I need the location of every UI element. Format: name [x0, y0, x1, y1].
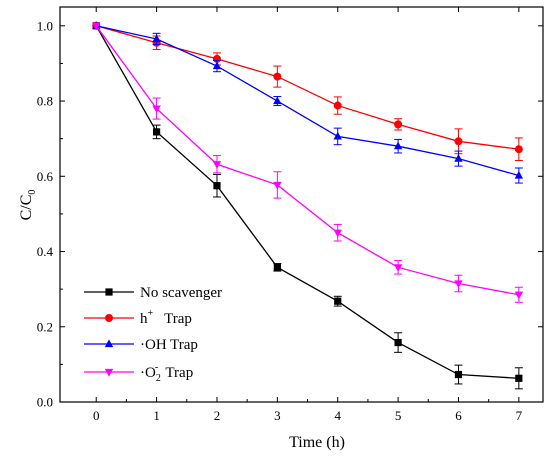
- legend-marker: [105, 314, 113, 322]
- y-tick-label: 1.0: [37, 18, 53, 33]
- plot-frame: [59, 6, 544, 403]
- plot-area: [59, 6, 544, 403]
- data-point-none: [394, 338, 402, 347]
- data-point-none: [213, 182, 221, 190]
- data-point-none: [273, 263, 281, 271]
- data-point-h: [394, 120, 403, 129]
- legend-label-suffix: Trap: [158, 365, 193, 381]
- y-tick-label: 0.6: [37, 169, 54, 184]
- series-oh: [92, 21, 524, 184]
- data-point-o2: [393, 264, 403, 272]
- y-tick-label: 0.2: [37, 319, 53, 334]
- data-point-h: [273, 72, 282, 81]
- series-layer: [92, 21, 524, 390]
- data-point-oh: [393, 141, 403, 150]
- x-axis-label: Time (h): [289, 434, 345, 451]
- axis-ticks: 0 1 2 3 4 5 6 7 0.0 0.2 0.4 0.6 0.8 1.0: [37, 7, 543, 423]
- legend-marker: [104, 339, 114, 348]
- data-point-none: [454, 370, 463, 379]
- legend-label-text: ·O: [140, 365, 156, 381]
- data-point-o2: [152, 105, 161, 114]
- y-tick-label: 0.4: [37, 244, 54, 259]
- data-point-h: [333, 101, 342, 110]
- legend-label-sub: 2: [156, 373, 161, 384]
- data-point-o2: [333, 229, 342, 238]
- legend-label-sup: -: [155, 362, 158, 373]
- legend-marker: [105, 288, 113, 296]
- x-tick-label: 6: [455, 408, 462, 423]
- x-tick-label: 7: [516, 408, 523, 423]
- series-line-none: [95, 25, 519, 379]
- data-point-oh: [454, 154, 463, 162]
- data-point-oh: [152, 34, 161, 43]
- legend-item-oh: ·OH Trap: [84, 337, 198, 353]
- legend-label-sup: +: [148, 308, 154, 319]
- data-point-o2: [514, 291, 524, 300]
- data-point-oh: [514, 170, 524, 179]
- x-tick-label: 2: [214, 408, 221, 423]
- legend-item-h: h+ Trap: [84, 308, 192, 327]
- series-line-h: [96, 25, 519, 150]
- data-point-oh: [212, 61, 222, 70]
- y-tick-label: 0.8: [37, 94, 53, 109]
- data-point-o2: [212, 161, 222, 169]
- legend-item-none: No scavenger: [84, 285, 222, 301]
- series-line-oh: [96, 25, 520, 177]
- data-point-oh: [273, 96, 282, 105]
- legend-item-o2: ·O2- Trap: [84, 362, 193, 384]
- x-tick-label: 5: [395, 408, 402, 423]
- legend-marker: [104, 368, 114, 377]
- legend-label-h: h+ Trap: [140, 308, 192, 327]
- series-line-o2: [95, 25, 519, 296]
- data-point-h: [514, 145, 523, 154]
- data-point-o2: [92, 22, 101, 31]
- legend-label-text: No scavenger: [140, 285, 222, 301]
- y-tick-label: 0.0: [37, 395, 53, 410]
- x-tick-label: 1: [153, 408, 160, 423]
- legend-label-oh: ·OH Trap: [140, 337, 198, 353]
- legend-label-text: h: [140, 311, 148, 327]
- legend-label-suffix: Trap: [153, 311, 192, 327]
- data-point-none: [515, 374, 523, 382]
- data-point-oh: [333, 131, 342, 140]
- y-axis-label-main: C/C: [18, 195, 35, 221]
- legend-label-o2: ·O2- Trap: [140, 362, 193, 384]
- legend: No scavenger h+ Trap ·OH Trap ·O2- Trap: [84, 285, 222, 384]
- data-point-o2: [454, 280, 463, 289]
- data-point-none: [334, 297, 342, 305]
- x-tick-label: 3: [274, 408, 281, 423]
- legend-label-text: ·OH Trap: [140, 337, 198, 353]
- series-o2: [92, 22, 524, 303]
- legend-label-none: No scavenger: [140, 285, 222, 301]
- data-point-h: [454, 137, 463, 146]
- y-axis-label-sub: 0: [27, 190, 38, 195]
- data-point-o2: [273, 181, 282, 190]
- y-axis-label: C/C0: [18, 190, 38, 221]
- x-tick-label: 4: [334, 408, 341, 423]
- x-tick-label: 0: [93, 408, 100, 423]
- series-none: [92, 22, 523, 390]
- data-point-none: [153, 128, 161, 136]
